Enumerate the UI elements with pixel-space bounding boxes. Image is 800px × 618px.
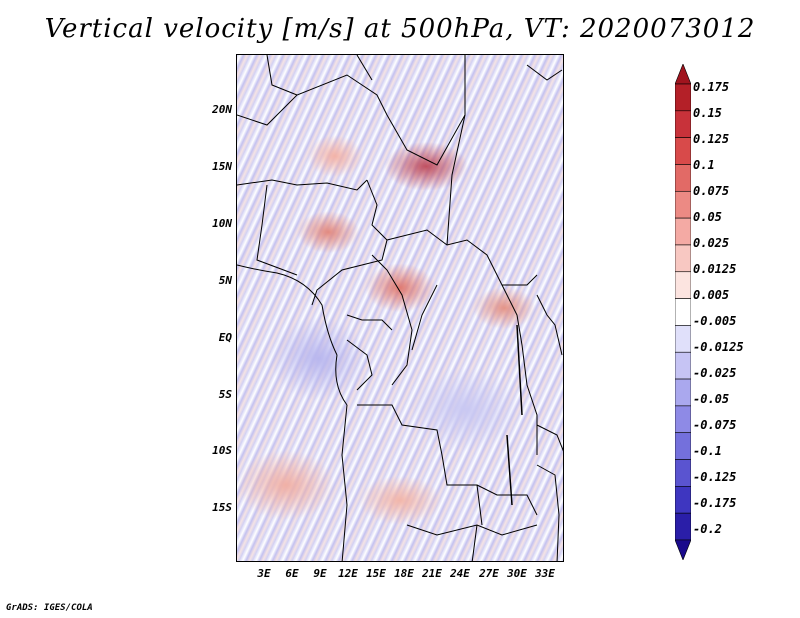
chart-title: Vertical velocity [m/s] at 500hPa, VT: 2… bbox=[44, 14, 756, 44]
colorbar-label: -0.2 bbox=[693, 522, 722, 536]
colorbar-label: 0.005 bbox=[693, 288, 730, 302]
colorbar bbox=[675, 64, 691, 560]
colorbar-swatch bbox=[675, 351, 691, 380]
lat-label: 15S bbox=[212, 501, 232, 514]
lon-label: 6E bbox=[285, 567, 299, 580]
lon-label: 27E bbox=[479, 567, 499, 580]
colorbar-label: -0.1 bbox=[693, 444, 722, 458]
lat-label: 5S bbox=[218, 388, 232, 401]
lon-label: 3E bbox=[257, 567, 271, 580]
colorbar-label: -0.0125 bbox=[693, 340, 744, 354]
colorbar-swatch bbox=[675, 137, 691, 165]
colorbar-swatch bbox=[675, 405, 691, 434]
lat-label: 10S bbox=[212, 444, 232, 457]
colorbar-swatch bbox=[675, 459, 691, 487]
lat-label: 15N bbox=[212, 160, 232, 173]
colorbar-label: 0.125 bbox=[693, 132, 730, 146]
colorbar-swatch bbox=[675, 64, 691, 85]
colorbar-swatch bbox=[675, 190, 691, 219]
colorbar-label: 0.15 bbox=[693, 106, 722, 120]
colorbar-swatch bbox=[675, 486, 691, 514]
colorbar-label: -0.175 bbox=[693, 496, 737, 510]
colorbar-label: 0.075 bbox=[693, 184, 730, 198]
colorbar-swatch bbox=[675, 539, 691, 560]
colorbar-swatch bbox=[675, 298, 691, 326]
lat-label: 10N bbox=[212, 217, 232, 230]
lon-label: 12E bbox=[338, 567, 358, 580]
colorbar-label: 0.05 bbox=[693, 210, 722, 224]
colorbar-label: 0.0125 bbox=[693, 262, 737, 276]
lon-label: 9E bbox=[313, 567, 327, 580]
colorbar-swatch bbox=[675, 325, 691, 353]
lat-label: EQ bbox=[218, 331, 232, 344]
lon-label: 24E bbox=[450, 567, 470, 580]
colorbar-label: -0.125 bbox=[693, 470, 737, 484]
colorbar-swatch bbox=[675, 432, 691, 460]
colorbar-label: -0.075 bbox=[693, 418, 737, 432]
colorbar-label: -0.005 bbox=[693, 314, 737, 328]
lon-label: 30E bbox=[507, 567, 527, 580]
colorbar-label: 0.1 bbox=[693, 158, 715, 172]
colorbar-label: -0.05 bbox=[693, 392, 730, 406]
map-panel bbox=[236, 54, 564, 562]
colorbar-swatch bbox=[675, 512, 691, 541]
colorbar-label: -0.025 bbox=[693, 366, 737, 380]
colorbar-swatch bbox=[675, 164, 691, 192]
lat-label: 20N bbox=[212, 103, 232, 116]
lat-label: 5N bbox=[218, 274, 232, 287]
colorbar-swatch bbox=[675, 83, 691, 112]
map-borders bbox=[237, 55, 563, 561]
lon-label: 33E bbox=[535, 567, 555, 580]
colorbar-label: 0.175 bbox=[693, 80, 730, 94]
lon-label: 15E bbox=[366, 567, 386, 580]
colorbar-swatch bbox=[675, 244, 691, 273]
footer-credit: GrADS: IGES/COLA bbox=[6, 603, 93, 613]
lon-label: 18E bbox=[394, 567, 414, 580]
colorbar-swatch bbox=[675, 378, 691, 407]
lon-label: 21E bbox=[422, 567, 442, 580]
colorbar-swatch bbox=[675, 217, 691, 246]
colorbar-label: 0.025 bbox=[693, 236, 730, 250]
colorbar-swatch bbox=[675, 110, 691, 138]
colorbar-swatch bbox=[675, 271, 691, 299]
